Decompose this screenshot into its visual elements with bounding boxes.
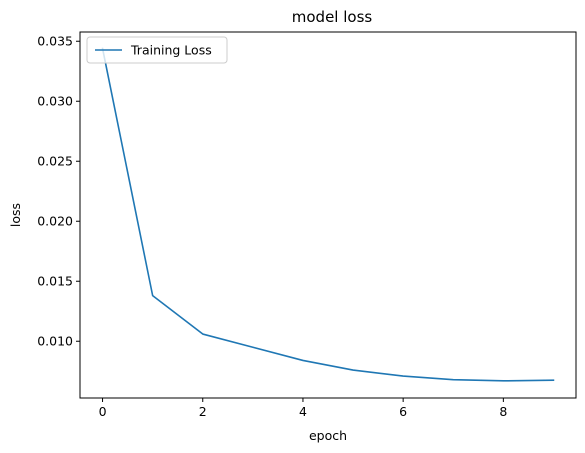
y-tick-label: 0.015 [37, 274, 73, 289]
legend: Training Loss [86, 36, 228, 64]
chart-title: model loss [292, 8, 373, 26]
y-tick-label: 0.035 [37, 34, 73, 49]
y-axis-label: loss [8, 203, 23, 227]
x-tick-label: 8 [499, 404, 507, 419]
y-tick-label: 0.025 [37, 154, 73, 169]
y-tick-label: 0.030 [37, 94, 73, 109]
y-tick-label: 0.010 [37, 334, 73, 349]
y-tick-label: 0.020 [37, 214, 73, 229]
series-line-training-loss [101, 47, 555, 382]
x-axis-ticks: 0 2 4 6 8 [99, 398, 507, 419]
y-axis-ticks: 0.010 0.015 0.020 0.025 0.030 0.035 [37, 34, 80, 349]
x-tick-label: 4 [299, 404, 307, 419]
x-tick-label: 6 [399, 404, 407, 419]
x-tick-label: 0 [99, 404, 107, 419]
legend-box [86, 36, 228, 64]
x-axis-label: epoch [309, 428, 347, 443]
plot-area [101, 47, 555, 382]
x-tick-label: 2 [199, 404, 207, 419]
axes-frame [79, 31, 577, 399]
legend-label: Training Loss [130, 43, 212, 58]
